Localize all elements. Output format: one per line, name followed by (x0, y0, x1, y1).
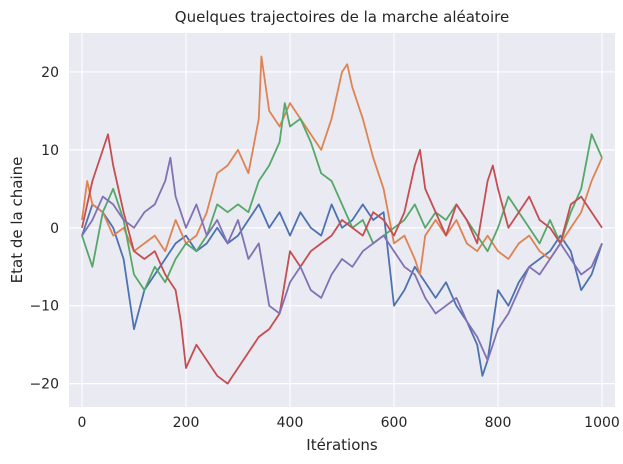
series-lines (81, 55, 603, 385)
y-tick-label: 10 (41, 143, 59, 159)
y-tick-label: 0 (50, 221, 59, 237)
x-tick-label: 0 (78, 415, 87, 431)
x-tick-label: 800 (485, 415, 512, 431)
series-line-2 (81, 55, 603, 276)
x-tick-label: 200 (173, 415, 200, 431)
series-line-5 (81, 156, 603, 362)
y-axis-label: Etat de la chaine (8, 157, 26, 284)
x-axis-label: Itérations (306, 436, 378, 454)
x-tick-label: 1000 (584, 415, 620, 431)
x-axis-ticks: 0 200 400 600 800 1000 (78, 415, 620, 431)
series-line-4 (81, 133, 603, 385)
y-tick-label: 20 (41, 65, 59, 81)
chart-title: Quelques trajectoires de la marche aléat… (175, 8, 509, 26)
y-tick-label: −20 (29, 377, 59, 393)
y-tick-label: −10 (29, 299, 59, 315)
x-tick-label: 400 (277, 415, 304, 431)
x-tick-label: 600 (381, 415, 408, 431)
series-line-3 (81, 102, 603, 292)
y-axis-ticks: −20 −10 0 10 20 (29, 65, 59, 393)
